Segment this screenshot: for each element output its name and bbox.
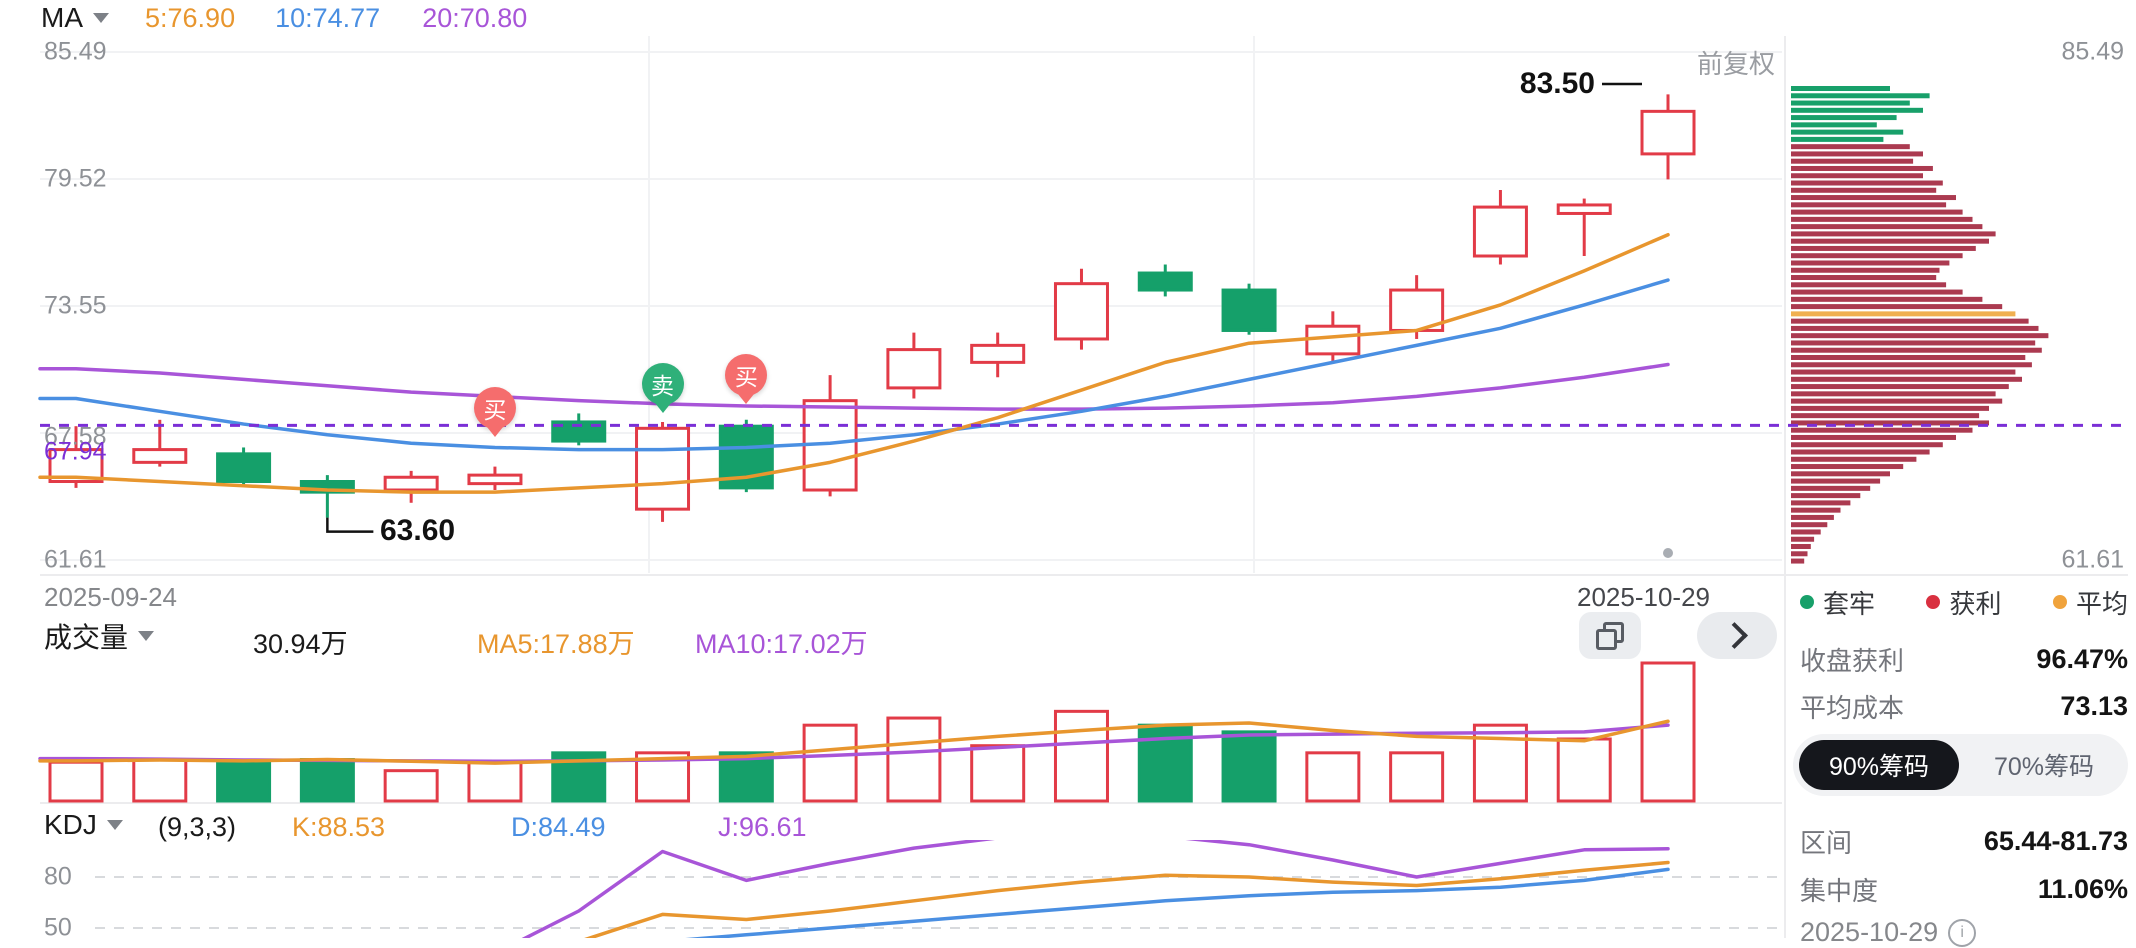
- kdj-label: KDJ: [44, 809, 97, 840]
- volume-ma5-value: MA5:17.88万: [477, 629, 635, 659]
- average-cost-label: 平均成本: [1800, 692, 1905, 723]
- concentration-value: 11.06%: [2037, 873, 2128, 904]
- volume-indicator-selector[interactable]: 成交量: [44, 616, 155, 656]
- price-axis-label: 61.61: [44, 545, 107, 574]
- sell-marker[interactable]: 卖: [641, 362, 684, 405]
- kdj-d-value: D:84.49: [511, 812, 606, 842]
- chevron-down-icon: [106, 820, 123, 830]
- kdj-header: KDJ: [44, 806, 123, 844]
- ma-label: MA: [41, 2, 83, 33]
- main-chart-area[interactable]: [40, 36, 1782, 573]
- adjust-mode-label[interactable]: 前复权: [1696, 49, 1775, 79]
- buy-marker[interactable]: 买: [473, 387, 516, 430]
- legend-label: 套牢: [1823, 588, 1876, 619]
- buy-marker[interactable]: 买: [725, 354, 768, 397]
- kdj-indicator-selector[interactable]: KDJ: [44, 809, 123, 841]
- date-end-label: 2025-10-29: [1577, 582, 1710, 612]
- ma5-value: 5:76.90: [145, 2, 236, 33]
- volume-ma10-value: MA10:17.02万: [695, 629, 868, 659]
- average-dot-icon: [2052, 595, 2067, 609]
- concentration-row: 集中度 11.06%: [1800, 870, 2128, 908]
- high-price-annotation: 83.50: [1519, 67, 1595, 100]
- legend-item-trapped: 套牢: [1800, 584, 1875, 621]
- ma20-value: 20:70.80: [422, 2, 528, 33]
- legend-label: 平均: [2075, 588, 2128, 619]
- closing-profit-row: 收盘获利 96.47%: [1800, 640, 2128, 678]
- toggle-90-percent[interactable]: 90%筹码: [1799, 740, 1959, 790]
- kdj-params: (9,3,3): [158, 812, 237, 842]
- volume-label: 成交量: [44, 622, 129, 653]
- trapped-dot-icon: [1800, 595, 1814, 609]
- kdj-grid-label-80: 80: [44, 862, 72, 891]
- volume-header: 成交量: [44, 616, 155, 656]
- price-axis-label: 79.52: [44, 164, 107, 193]
- legend-item-average: 平均: [2052, 584, 2128, 621]
- toggle-70-percent[interactable]: 70%筹码: [1993, 753, 2095, 781]
- ma10-value: 10:74.77: [275, 2, 381, 33]
- profit-dot-icon: [1926, 595, 1941, 609]
- price-axis-label: 73.55: [44, 291, 107, 320]
- expand-button[interactable]: [1697, 612, 1777, 659]
- legend-item-profit: 获利: [1926, 584, 2002, 621]
- dashed-price-label: 67.94: [44, 437, 107, 466]
- legend-label: 获利: [1949, 588, 2002, 619]
- range-row: 区间 65.44-81.73: [1800, 822, 2128, 860]
- range-value: 65.44-81.73: [1983, 825, 2128, 856]
- price-axis-label: 67.58: [44, 422, 107, 451]
- chip-date-label: 2025-10-29: [1800, 917, 1939, 947]
- date-start-label: 2025-09-24: [44, 582, 177, 612]
- chevron-down-icon: [138, 631, 155, 641]
- copy-icon: [1596, 621, 1624, 650]
- chip-legend: 套牢 获利 平均: [1800, 585, 2128, 619]
- chevron-down-icon: [93, 13, 109, 23]
- average-cost-row: 平均成本 73.13: [1800, 687, 2128, 725]
- kdj-grid-label-50: 50: [44, 913, 72, 942]
- chip-top-label: 85.49: [2061, 37, 2124, 66]
- info-icon[interactable]: i: [1948, 918, 1977, 947]
- volume-current-value: 30.94万: [253, 629, 348, 659]
- ma-indicator-selector[interactable]: MA: [41, 2, 109, 34]
- price-axis-label: 85.49: [44, 37, 107, 66]
- copy-chart-button[interactable]: [1579, 612, 1641, 659]
- closing-profit-value: 96.47%: [2036, 643, 2128, 674]
- range-label: 区间: [1800, 827, 1853, 858]
- ma-header: MA 5:76.90 10:74.77 20:70.80: [41, 0, 527, 36]
- chip-date-row: 2025-10-29 i: [1800, 917, 1977, 948]
- chip-bottom-label: 61.61: [2061, 545, 2124, 574]
- low-price-annotation: 63.60: [380, 514, 456, 547]
- kdj-chart-area[interactable]: [40, 845, 1782, 938]
- chip-range-toggle: 90%筹码 70%筹码: [1793, 734, 2128, 796]
- concentration-label: 集中度: [1800, 875, 1879, 906]
- closing-profit-label: 收盘获利: [1800, 645, 1905, 676]
- chip-histogram-area[interactable]: [1788, 36, 2128, 573]
- average-cost-value: 73.13: [2060, 690, 2128, 721]
- chevron-right-icon: [1721, 622, 1748, 649]
- kdj-j-value: J:96.61: [718, 812, 807, 842]
- volume-chart-area[interactable]: [40, 660, 1782, 802]
- kdj-k-value: K:88.53: [292, 812, 386, 842]
